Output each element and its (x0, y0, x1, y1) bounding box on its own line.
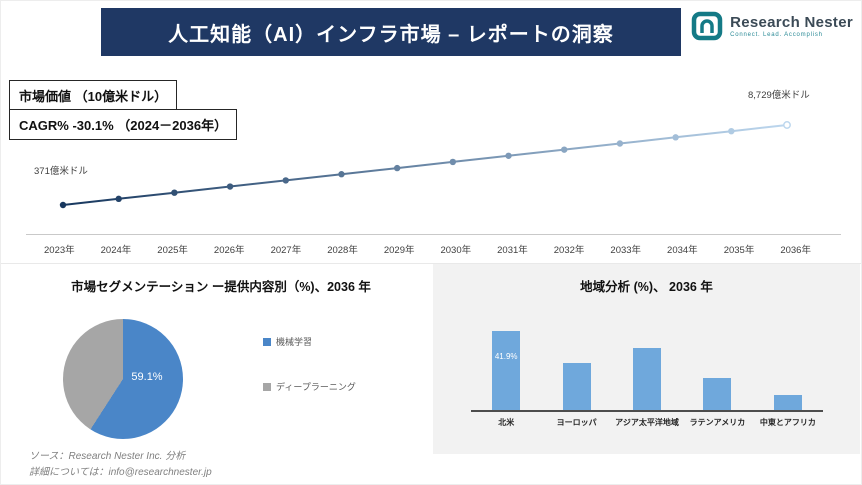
bar-column (612, 348, 682, 410)
line-point-2033年 (616, 140, 624, 147)
bar-data-label: 41.9% (494, 352, 518, 361)
bar-category-labels: 北米 ヨーロッパ アジア太平洋地域 ラテンアメリカ 中東とアフリカ (471, 417, 823, 428)
bar-column (682, 378, 752, 410)
x-axis-labels: 2023年 2024年 2025年 2026年 2027年 2028年 2029年 2030年… (26, 234, 841, 256)
last-point-label: 8,729億米ドル (748, 90, 810, 101)
logo-brand-text: Research Nester (730, 14, 853, 31)
line-point-2029年 (393, 164, 401, 172)
logo-tagline-text: Connect. Lead. Accomplish (730, 32, 823, 38)
pie-chart-title: 市場セグメンテーション ー提供内容別（%)、2036 年 (71, 280, 371, 294)
x-axis-label: 2030年 (440, 245, 472, 256)
line-point-2032年 (561, 146, 568, 153)
header-bar: 人工知能（AI）インフラ市場 – レポートの洞察 (101, 8, 681, 56)
line-chart (59, 121, 791, 209)
bar-category-label: ヨーロッパ (556, 418, 597, 427)
region-analysis-panel: 地域分析 (%)、 2036 年 41.9% 北米 ヨーロッパ アジア太平洋地域 ラテ… (433, 264, 860, 454)
line-point-2036年 (783, 121, 791, 129)
legend-swatch-icon (263, 382, 271, 391)
footer: ソース：Research Nester Inc. 分析 詳細については：info… (29, 449, 212, 480)
x-axis-label: 2029年 (383, 245, 415, 256)
brand-logo: Research Nester Connect. Lead. Accomplis… (690, 11, 853, 41)
line-point-2023年 (59, 201, 67, 209)
legend-label: 機械学習 (276, 337, 313, 347)
legend-item-0: 機械学習 (263, 335, 356, 348)
line-point-2026年 (226, 183, 234, 190)
x-axis-label: 2033年 (610, 245, 642, 256)
legend-label: ディープラーニング (276, 382, 356, 392)
market-value-box: 市場価値 （10億米ドル） (9, 80, 178, 111)
bar-chart: 41.9% (471, 330, 823, 412)
pie-legend: 機械学習ディープラーニング (263, 335, 356, 393)
line-point-2031年 (505, 152, 512, 159)
line-point-2034年 (672, 134, 679, 141)
contact-note: 詳細については：info@researchnester.jp (29, 466, 212, 478)
x-axis-label: 2028年 (327, 245, 358, 256)
bar-category-label: ラテンアメリカ (689, 418, 746, 427)
bar-北米: 41.9% (492, 331, 521, 410)
x-axis-label: 2025年 (157, 245, 188, 256)
pie-data-label: 59.1% (131, 370, 163, 383)
line-point-2035年 (728, 127, 735, 135)
bar-chart-area: 41.9% 北米 ヨーロッパ アジア太平洋地域 ラテンアメリカ 中東とアフリカ (471, 330, 823, 428)
x-axis-label: 2031年 (497, 245, 528, 256)
x-axis-label: 2036年 (780, 245, 811, 256)
bar-column (541, 363, 611, 410)
logo-text-block: Research Nester Connect. Lead. Accomplis… (730, 14, 853, 38)
source-note: ソース：Research Nester Inc. 分析 (29, 451, 186, 462)
line-chart-area: 371億米ドル 8,729億米ドル (26, 87, 841, 233)
x-axis-label: 2027年 (270, 245, 302, 256)
line-point-2027年 (282, 177, 289, 184)
x-axis-label: 2035年 (723, 245, 755, 256)
cagr-box: CAGR% -30.1% （2024－2036年） (9, 109, 238, 140)
x-axis-label: 2026年 (213, 245, 245, 256)
bar-category-label: 北米 (498, 418, 515, 427)
x-axis-label: 2032年 (553, 245, 585, 256)
bar-アジア太平洋地域 (633, 348, 662, 410)
legend-swatch-icon (263, 337, 271, 346)
pie-chart: 59.1% (63, 319, 183, 439)
x-axis-label: 2024年 (100, 245, 132, 256)
line-point-2028年 (338, 171, 345, 178)
bar-column (753, 395, 823, 410)
line-point-2025年 (171, 189, 178, 196)
trend-line (62, 124, 788, 206)
section-divider (1, 263, 861, 264)
bar-column: 41.9% (471, 331, 541, 410)
x-axis-label: 2034年 (667, 245, 698, 256)
page-title: 人工知能（AI）インフラ市場 – レポートの洞察 (168, 23, 614, 46)
legend-item-1: ディープラーニング (263, 380, 356, 393)
bar-chart-title: 地域分析 (%)、 2036 年 (580, 280, 713, 294)
bar-ヨーロッパ (562, 363, 591, 410)
x-axis-label: 2023年 (44, 245, 75, 256)
bar-category-label: アジア太平洋地域 (615, 418, 679, 427)
bar-中東とアフリカ (773, 395, 802, 410)
first-point-label: 371億米ドル (34, 166, 88, 177)
bar-category-label: 中東とアフリカ (759, 418, 816, 427)
research-nester-icon (691, 11, 723, 41)
line-point-2024年 (115, 195, 122, 203)
bar-ラテンアメリカ (703, 378, 732, 410)
line-point-2030年 (449, 158, 457, 166)
